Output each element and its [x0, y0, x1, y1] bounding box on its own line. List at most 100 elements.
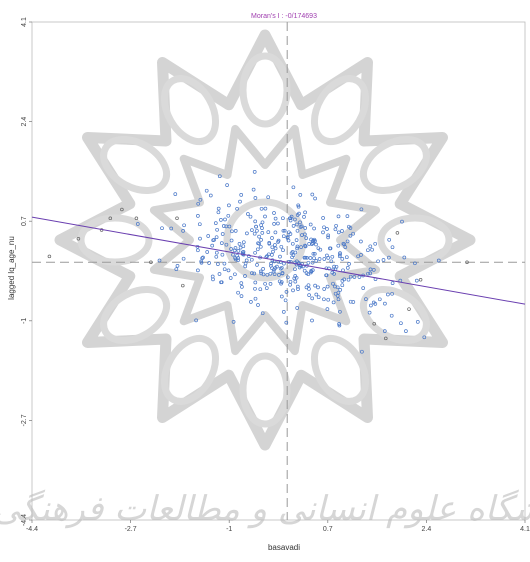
- watermark-petal: [239, 352, 291, 428]
- regression-line: [31, 216, 526, 305]
- data-point: [303, 232, 307, 237]
- data-point: [293, 267, 297, 272]
- data-point: [181, 256, 186, 261]
- data-point: [294, 238, 299, 242]
- data-point: [266, 195, 271, 200]
- data-point: [259, 206, 264, 211]
- data-point: [294, 275, 299, 280]
- data-point: [335, 294, 340, 298]
- data-point: [181, 229, 185, 233]
- data-point: [304, 236, 309, 240]
- data-point: [368, 271, 373, 276]
- data-point: [413, 261, 417, 266]
- data-point: [334, 223, 338, 228]
- data-point: [243, 274, 247, 278]
- data-point: [311, 251, 316, 256]
- data-point: [348, 233, 353, 238]
- data-point: [316, 295, 321, 300]
- data-point: [281, 310, 286, 314]
- data-point: [231, 252, 235, 257]
- data-point: [465, 260, 469, 264]
- data-point: [324, 266, 329, 271]
- data-point: [382, 329, 387, 333]
- data-point: [175, 216, 179, 221]
- data-point: [252, 231, 257, 236]
- data-point: [415, 320, 420, 324]
- data-point: [239, 281, 244, 285]
- data-point: [276, 221, 280, 226]
- data-point: [214, 254, 219, 259]
- y-tick-label: 2.4: [21, 117, 28, 127]
- data-point: [281, 234, 286, 239]
- data-point: [157, 258, 162, 263]
- data-point: [303, 226, 308, 230]
- data-point: [342, 277, 347, 282]
- y-tick-label: -4.4: [21, 514, 28, 526]
- data-point: [338, 251, 342, 255]
- y-tick-label: -1: [21, 318, 28, 324]
- data-point: [205, 250, 210, 254]
- data-point: [216, 206, 221, 211]
- data-point: [181, 283, 185, 288]
- data-point: [207, 261, 211, 265]
- data-point: [306, 272, 311, 277]
- data-point: [359, 207, 364, 212]
- data-point: [337, 322, 341, 326]
- data-point: [270, 253, 274, 257]
- data-point: [400, 219, 404, 224]
- data-point: [220, 232, 225, 236]
- data-point: [259, 238, 263, 242]
- data-point: [249, 300, 253, 304]
- data-point: [305, 255, 309, 260]
- reference-lines: [32, 22, 525, 520]
- data-point: [316, 285, 320, 290]
- data-point: [356, 254, 360, 259]
- data-point: [278, 266, 283, 271]
- data-point: [214, 235, 219, 240]
- data-point: [292, 276, 297, 281]
- data-point: [222, 267, 227, 272]
- data-point: [384, 336, 388, 341]
- data-point: [324, 273, 329, 278]
- data-point: [345, 214, 350, 218]
- data-point: [271, 269, 276, 274]
- data-point: [261, 267, 265, 271]
- data-point: [231, 320, 236, 324]
- data-point: [312, 251, 317, 256]
- watermark-petal: [310, 75, 370, 146]
- data-point: [273, 243, 277, 247]
- data-point: [317, 257, 322, 261]
- data-point: [256, 303, 260, 307]
- data-point: [217, 174, 222, 179]
- data-point: [304, 285, 309, 290]
- data-point: [322, 257, 327, 261]
- data-point: [369, 303, 373, 308]
- data-point: [196, 201, 201, 206]
- data-point: [241, 244, 246, 249]
- data-point: [332, 264, 336, 269]
- data-point: [169, 226, 174, 231]
- data-point: [228, 276, 233, 280]
- data-point: [359, 253, 363, 257]
- data-point: [316, 246, 321, 251]
- data-point: [321, 216, 325, 220]
- data-point: [250, 271, 254, 275]
- data-point: [422, 335, 427, 340]
- data-point: [381, 258, 386, 262]
- y-tick-label: -2.7: [21, 414, 28, 426]
- data-point: [220, 252, 225, 257]
- y-tick-label: 4.1: [21, 17, 28, 27]
- data-point: [295, 306, 300, 310]
- data-point: [278, 260, 283, 264]
- data-point: [338, 288, 343, 292]
- data-point: [296, 203, 301, 208]
- data-point: [309, 269, 314, 274]
- data-point: [281, 216, 285, 221]
- data-point: [200, 256, 205, 261]
- data-point: [366, 271, 370, 276]
- data-point: [383, 301, 387, 306]
- data-point: [266, 252, 271, 257]
- x-tick-label: 4.1: [520, 526, 530, 533]
- data-point: [288, 218, 293, 223]
